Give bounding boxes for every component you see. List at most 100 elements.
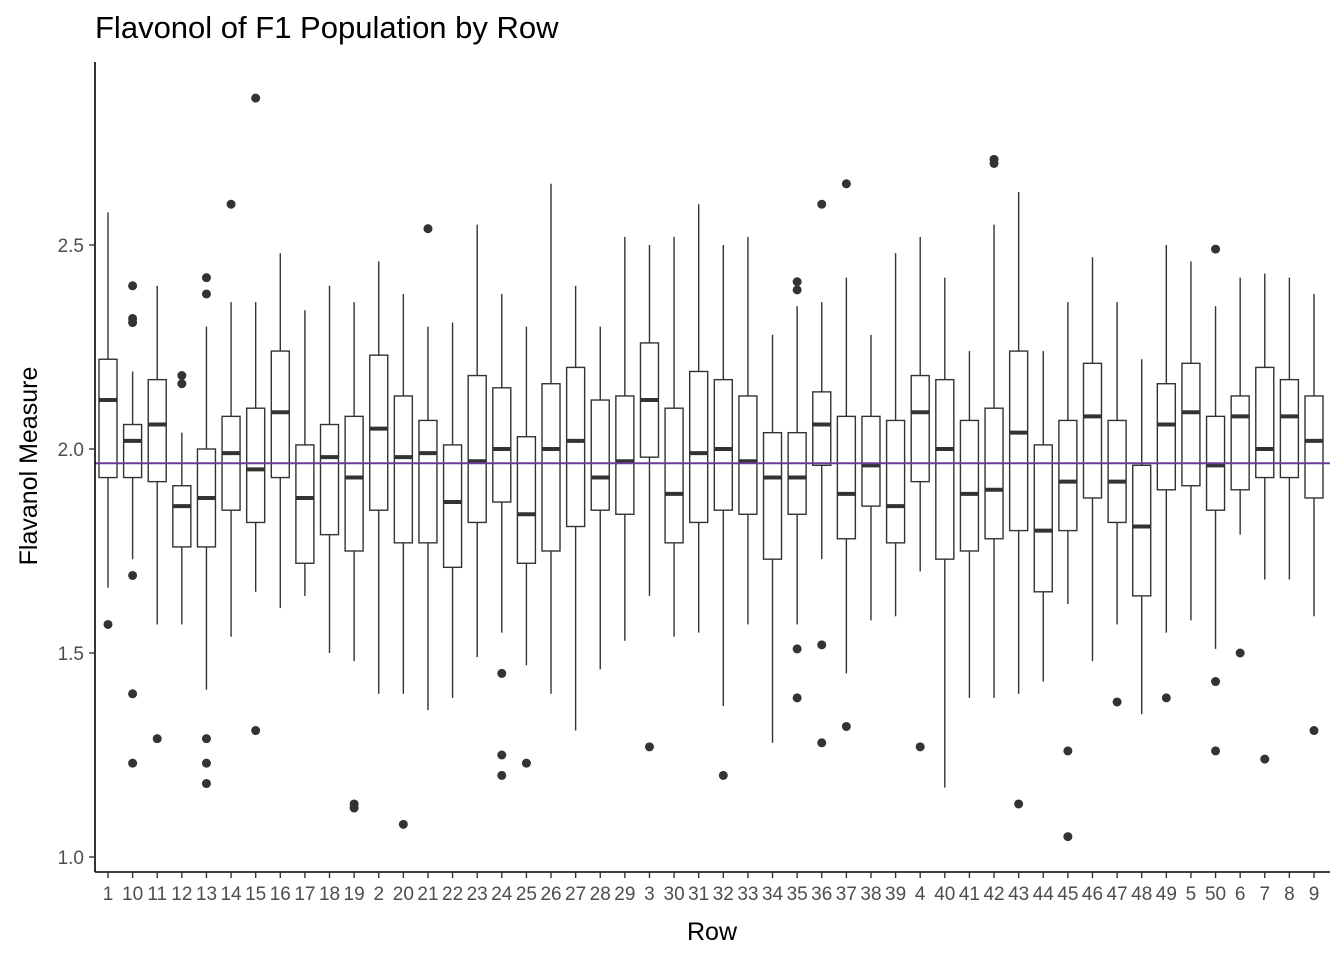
iqr-box [319,423,340,536]
y-tick-label: 1.5 [58,644,84,665]
x-tick-label: 32 [713,884,734,905]
outlier-point [251,93,261,103]
x-tick-label: 29 [614,884,635,905]
iqr-box [984,407,1004,540]
box-33 [738,236,758,625]
iqr-box [1156,383,1177,491]
iqr-box [1107,419,1127,524]
box-23 [467,224,487,658]
iqr-box [541,383,561,552]
x-tick-label: 44 [1033,884,1055,905]
iqr-box [1082,362,1103,499]
outlier-point [398,819,408,829]
x-tick-label: 47 [1107,884,1128,905]
x-tick-label: 49 [1156,884,1177,905]
outlier-point [817,640,827,650]
x-tick-label: 12 [171,884,192,905]
x-tick-label: 5 [1186,884,1197,905]
iqr-box [467,374,487,524]
box-38 [861,334,881,621]
x-tick-label: 25 [516,884,537,905]
box-6 [1230,277,1250,658]
box-22 [442,322,463,698]
box-5 [1181,261,1201,621]
outlier-point [152,734,162,744]
outlier-point [423,224,433,234]
box-11 [147,285,167,744]
iqr-box [1058,419,1078,532]
outlier-point [201,734,211,744]
x-tick-label: 2 [373,884,384,905]
box-2 [369,261,389,694]
outlier-point [792,693,802,703]
outlier-point [1260,754,1270,764]
x-tick-label: 14 [220,884,242,905]
x-axis-title: Row [687,918,738,946]
x-tick-label: 21 [417,884,438,905]
box-3 [639,245,660,752]
x-tick-label: 28 [590,884,611,905]
outlier-point [1211,244,1221,254]
outlier-point [201,779,211,789]
iqr-box [418,419,438,544]
box-27 [565,285,586,731]
box-41 [959,351,980,698]
iqr-box [516,436,537,564]
outlier-point [201,758,211,768]
axes-layer: 1.0 1.5 2.0 2.5 1 10 11 12 13 14 15 16 17 18 19 2 20 21 22… [58,62,1330,905]
box-32 [713,245,734,780]
outlier-point [103,619,113,629]
y-tick-label: 1.0 [58,848,84,869]
outlier-point [177,379,187,389]
iqr-box [688,370,709,524]
y-tick-label: 2.5 [58,236,84,257]
x-tick-label: 45 [1057,884,1078,905]
outlier-point [792,285,802,295]
iqr-box [664,407,684,544]
box-16 [270,253,290,609]
x-tick-label: 1 [103,884,114,905]
outlier-point [915,742,925,752]
outlier-point [177,371,187,381]
iqr-box [172,485,192,548]
x-tick-label: 39 [885,884,906,905]
box-28 [590,326,610,670]
iqr-box [910,374,930,483]
box-46 [1082,257,1103,662]
iqr-box [344,415,364,552]
outlier-point [718,770,728,780]
iqr-box [122,423,143,479]
x-tick-label: 33 [737,884,758,905]
y-tick-label: 2.0 [58,440,84,461]
x-tick-label: 23 [467,884,488,905]
box-45 [1058,302,1078,842]
x-tick-label: 18 [319,884,340,905]
x-tick-label: 26 [540,884,561,905]
iqr-box [836,415,857,540]
x-tick-label: 6 [1235,884,1246,905]
outlier-point [817,738,827,748]
x-tick-label: 31 [688,884,709,905]
box-35 [787,277,807,703]
box-18 [319,285,340,653]
box-44 [1033,351,1053,682]
box-13 [196,273,217,789]
box-37 [836,179,857,731]
outlier-point [128,689,138,699]
outlier-point [1235,648,1245,658]
outlier-point [128,318,138,328]
outlier-point [1063,746,1073,756]
x-tick-label: 30 [664,884,685,905]
outlier-point [128,570,138,580]
iqr-box [565,366,586,528]
outlier-point [226,199,236,209]
iqr-box [147,378,167,483]
box-7 [1255,273,1275,764]
outlier-point [1014,799,1024,809]
iqr-box [1181,362,1201,487]
x-tick-label: 24 [491,884,513,905]
x-tick-label: 38 [860,884,881,905]
box-50 [1205,244,1226,756]
iqr-box [442,444,463,569]
